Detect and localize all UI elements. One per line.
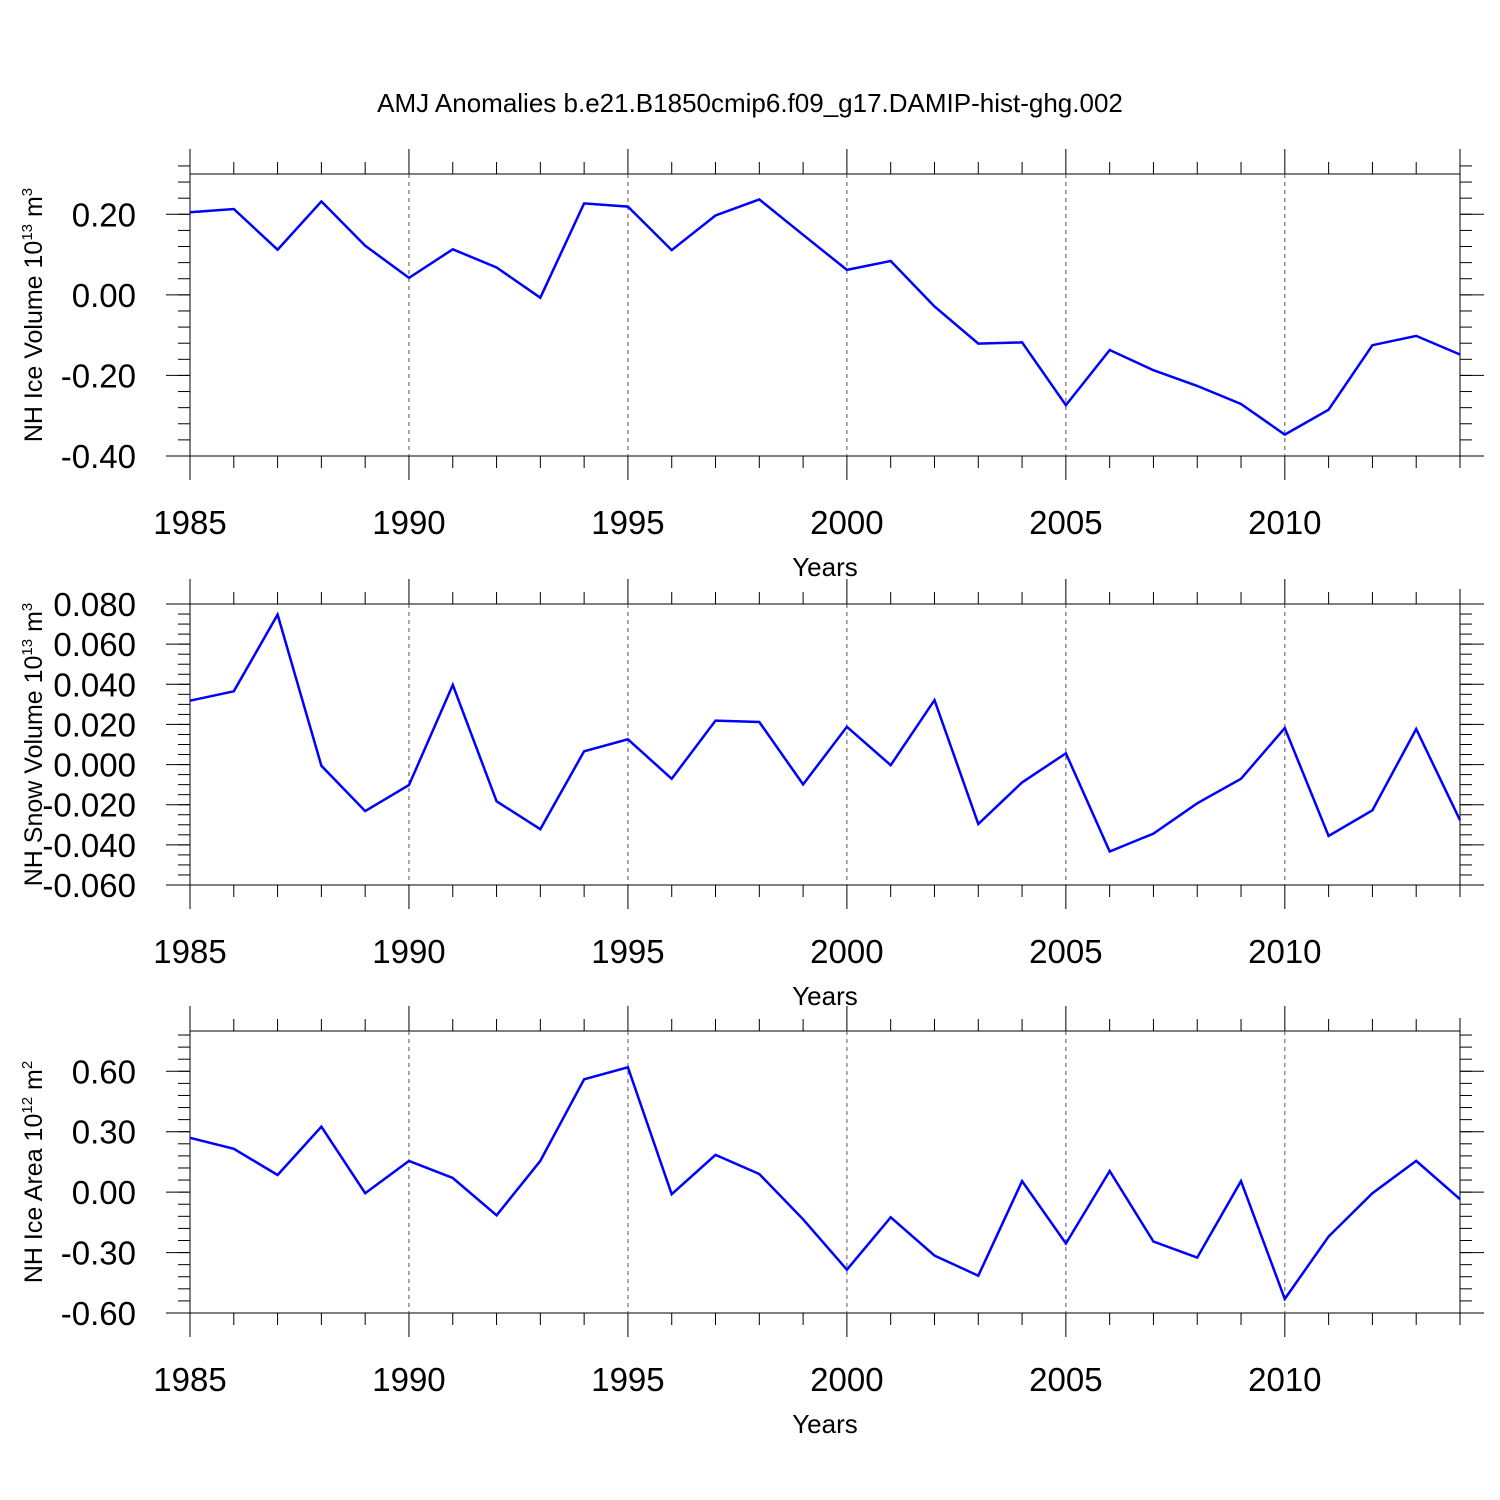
y-tick-label: -0.40 [61, 438, 136, 475]
y-tick-label: 0.00 [72, 277, 136, 314]
y-tick-label: 0.040 [53, 666, 136, 703]
series-line [189, 1065, 1461, 1302]
y-axis-label-unit: m [20, 196, 48, 224]
y-tick-label: -0.30 [61, 1235, 136, 1272]
x-tick-label: 1985 [153, 1361, 226, 1398]
x-tick-label: 1990 [372, 504, 445, 541]
y-axis-label-main: NH Ice Area 10 [20, 1114, 48, 1284]
y-axis-label-unit-exponent: 3 [19, 188, 36, 196]
y-tick-label: 0.060 [53, 626, 136, 663]
y-tick-label: 0.30 [72, 1114, 136, 1151]
x-tick-label: 2005 [1029, 1361, 1102, 1398]
y-axis-label-main: NH Snow Volume 10 [20, 656, 48, 887]
series-line [189, 197, 1461, 437]
series-line [189, 611, 1462, 854]
panel-1: 1985 1990 1995 2000 2005 2010 Years -0.40 -0.20 0… [19, 149, 1484, 582]
y-tick-label: 0.20 [72, 196, 136, 233]
x-tick-label: 1995 [591, 933, 664, 970]
x-tick-label: 2010 [1248, 1361, 1321, 1398]
x-tick-label: 2000 [810, 504, 883, 541]
y-tick-label: 0.000 [53, 747, 136, 784]
y-tick-label: -0.040 [42, 827, 136, 864]
x-axis-label: Years [792, 552, 858, 582]
y-tick-label: 0.080 [53, 586, 136, 623]
x-tick-label: 2005 [1029, 504, 1102, 541]
chart-title: AMJ Anomalies b.e21.B1850cmip6.f09_g17.D… [377, 88, 1123, 118]
y-axis-label-unit-exponent: 2 [19, 1061, 36, 1069]
x-tick-label: 1990 [372, 1361, 445, 1398]
y-axis-label: NH Snow Volume 1013 m3 [19, 603, 48, 887]
x-tick-label: 1985 [153, 504, 226, 541]
y-tick-label: -0.060 [42, 867, 136, 904]
x-tick-label: 2010 [1248, 933, 1321, 970]
y-axis-label-unit: m [20, 611, 48, 639]
x-tick-label: 1995 [591, 504, 664, 541]
y-axis-label: NH Ice Area 1012 m2 [19, 1061, 48, 1283]
y-axis-label-exponent: 12 [19, 1097, 36, 1114]
x-tick-label: 1990 [372, 933, 445, 970]
y-axis-label-exponent: 13 [19, 224, 36, 241]
y-tick-label: -0.60 [61, 1295, 136, 1332]
x-tick-label: 2010 [1248, 504, 1321, 541]
x-tick-label: 2000 [810, 1361, 883, 1398]
x-tick-label: 2005 [1029, 933, 1102, 970]
x-tick-label: 1985 [153, 933, 226, 970]
x-axis-label: Years [792, 981, 858, 1011]
y-tick-label: 0.00 [72, 1174, 136, 1211]
panel-3: 1985 1990 1995 2000 2005 2010 Years -0.60 -0.30 0… [19, 1006, 1484, 1439]
panels: 1985 1990 1995 2000 2005 2010 Years -0.40 -0.20 0… [19, 149, 1484, 1439]
y-tick-label: 0.60 [72, 1053, 136, 1090]
panel-2: 1985 1990 1995 2000 2005 2010 Years -0.060-0.04… [19, 579, 1484, 1011]
x-axis-label: Years [792, 1409, 858, 1439]
y-axis-label-main: NH Ice Volume 10 [20, 241, 48, 443]
y-axis-label: NH Ice Volume 1013 m3 [19, 188, 48, 442]
y-axis-label-unit: m [20, 1069, 48, 1097]
y-tick-label: -0.020 [42, 787, 136, 824]
x-tick-label: 1995 [591, 1361, 664, 1398]
x-tick-label: 2000 [810, 933, 883, 970]
y-tick-label: 0.020 [53, 706, 136, 743]
y-tick-label: -0.20 [61, 357, 136, 394]
y-axis-label-exponent: 13 [19, 639, 36, 656]
y-axis-label-unit-exponent: 3 [19, 603, 36, 611]
